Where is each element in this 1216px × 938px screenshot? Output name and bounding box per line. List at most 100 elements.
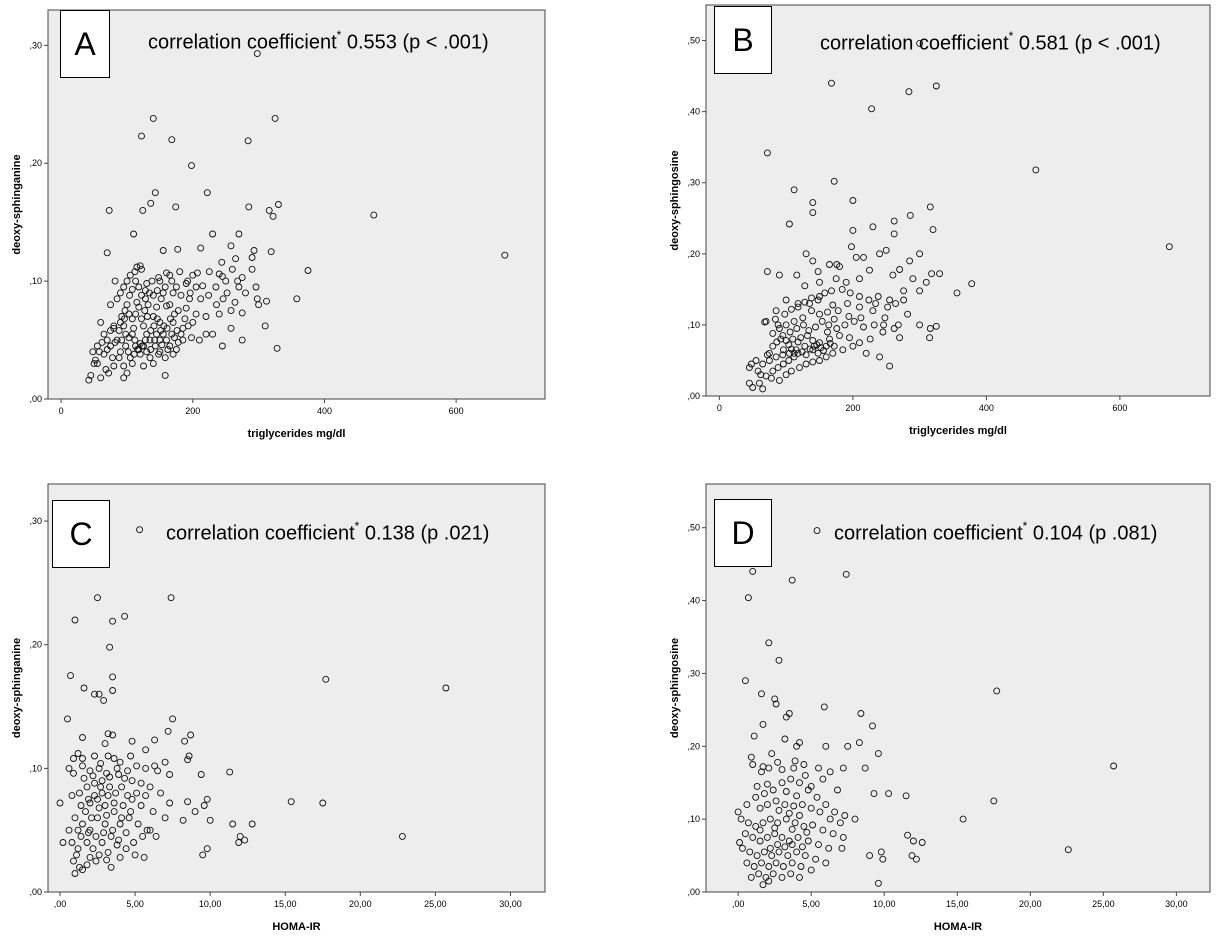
data-point — [124, 348, 132, 356]
data-point — [153, 287, 161, 295]
data-point — [141, 307, 149, 315]
data-point — [274, 201, 282, 208]
data-point — [809, 209, 817, 217]
y-axis-title: deoxy-sphinganine — [11, 638, 23, 738]
data-point — [93, 360, 101, 368]
data-point — [868, 105, 876, 113]
data-point — [77, 832, 85, 840]
y-axis-title: deoxy-sphingosine — [669, 638, 681, 738]
data-point — [122, 845, 130, 853]
data-point — [756, 804, 764, 812]
data-point — [151, 736, 159, 744]
data-point — [906, 211, 914, 219]
data-point — [763, 351, 771, 359]
data-point — [133, 298, 141, 306]
data-point — [104, 848, 112, 856]
data-point — [833, 325, 841, 332]
data-point — [65, 826, 73, 834]
data-point — [138, 315, 145, 323]
data-point — [779, 346, 787, 354]
data-point — [205, 291, 213, 299]
data-point — [778, 833, 786, 841]
data-point — [779, 351, 787, 359]
data-point — [134, 820, 142, 828]
data-point — [106, 773, 114, 781]
data-point — [890, 325, 898, 332]
plot-area — [47, 9, 546, 400]
data-point — [912, 855, 920, 863]
data-point — [319, 799, 327, 807]
data-point — [95, 764, 103, 772]
data-point — [865, 296, 873, 304]
data-point — [782, 321, 790, 329]
data-point — [252, 283, 260, 291]
data-point — [749, 384, 757, 391]
data-point — [816, 310, 823, 318]
data-point — [120, 315, 128, 323]
x-tick-label: 5,00 — [126, 899, 144, 909]
data-point — [248, 820, 256, 828]
correlation-value: 0.104 (p .081) — [1032, 522, 1158, 545]
data-point — [747, 360, 755, 368]
data-point — [836, 819, 844, 827]
data-point — [70, 857, 77, 865]
correlation-label: correlation coefficient — [166, 522, 355, 545]
data-point — [94, 594, 101, 602]
data-point — [872, 300, 880, 308]
data-point — [813, 527, 821, 535]
data-point — [788, 825, 796, 833]
data-point — [1110, 762, 1118, 770]
data-point — [796, 779, 803, 787]
data-point — [143, 348, 151, 356]
data-point — [904, 310, 912, 318]
data-point — [782, 815, 790, 823]
data-point — [758, 859, 765, 867]
data-point — [89, 845, 97, 853]
scatter-plot-b: 0 200 400 600 ,00 ,10 ,20 ,30 ,40 ,50 triglyceride… — [669, 4, 1211, 437]
data-point — [856, 293, 863, 300]
scatter-plot-a: 0 200 400 600 ,00 ,10 ,20 ,30 triglycerides mg/d… — [11, 9, 546, 440]
data-point — [821, 289, 829, 297]
data-point — [140, 322, 147, 330]
data-point — [845, 312, 853, 320]
data-point — [101, 802, 109, 809]
x-tick-label: 400 — [317, 406, 332, 416]
data-point — [174, 307, 182, 315]
data-point — [155, 350, 163, 358]
data-point — [137, 779, 145, 787]
data-point — [805, 327, 813, 335]
data-point — [789, 335, 797, 343]
data-point — [813, 793, 821, 801]
data-point — [79, 762, 86, 770]
data-point — [926, 325, 934, 332]
data-point — [287, 798, 295, 806]
data-point — [139, 832, 147, 840]
data-point — [831, 808, 839, 816]
data-point — [124, 792, 132, 800]
data-point — [100, 696, 108, 704]
data-point — [159, 247, 167, 254]
data-point — [113, 841, 121, 849]
data-point — [202, 330, 210, 338]
data-point — [177, 291, 185, 299]
data-point — [199, 851, 207, 859]
data-point — [68, 839, 76, 846]
data-point — [111, 338, 119, 346]
data-point — [794, 300, 802, 308]
data-point — [769, 367, 777, 375]
data-point — [146, 336, 154, 344]
data-point — [74, 750, 82, 757]
data-point — [828, 287, 835, 295]
data-point — [782, 296, 790, 304]
correlation-annotation-b: correlation coefficient* 0.581 (p < .001… — [820, 29, 1161, 56]
data-point — [803, 828, 811, 836]
data-point — [778, 873, 786, 881]
data-point — [173, 327, 181, 335]
data-point — [120, 362, 128, 370]
data-point — [267, 248, 275, 256]
data-point — [870, 790, 878, 798]
x-tick-label: 25,00 — [424, 899, 447, 909]
data-point — [97, 759, 105, 767]
data-point — [896, 334, 904, 342]
data-point — [758, 690, 765, 698]
